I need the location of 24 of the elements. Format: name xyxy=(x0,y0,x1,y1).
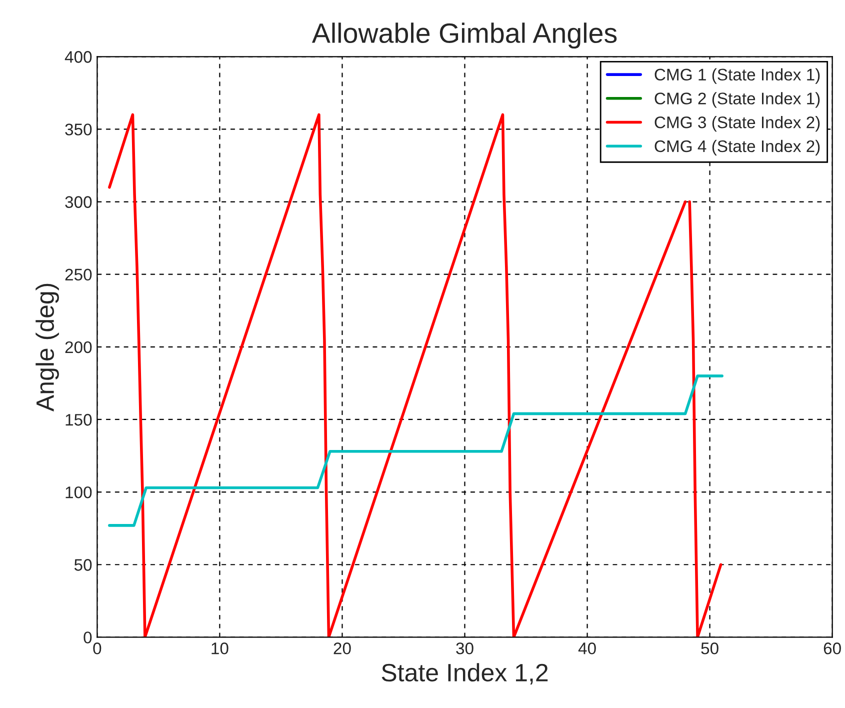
y-tick-label: 200 xyxy=(65,341,92,354)
x-tick-label: 60 xyxy=(824,642,841,654)
x-tick-label: 30 xyxy=(456,642,474,654)
legend-label: CMG 4 (State Index 2) xyxy=(654,140,820,156)
y-tick-label: 0 xyxy=(84,632,92,644)
y-tick-label: 100 xyxy=(66,486,92,498)
y-tick-label: 250 xyxy=(65,268,92,281)
y-axis-title: Angle (deg) xyxy=(36,284,59,412)
y-tick-label: 150 xyxy=(66,414,92,426)
y-tick-label: 350 xyxy=(65,124,92,136)
x-tick-label: 40 xyxy=(578,642,596,654)
chart-title: Allowable Gimbal Angles xyxy=(312,22,617,49)
y-tick-label: 400 xyxy=(64,51,92,63)
legend-label: CMG 2 (State Index 1) xyxy=(654,92,820,108)
y-tick-label: 50 xyxy=(74,559,92,571)
x-axis-title: State Index 1,2 xyxy=(382,663,548,684)
legend-label: CMG 3 (State Index 2) xyxy=(654,116,820,132)
x-tick-label: 50 xyxy=(701,642,718,654)
line-series xyxy=(108,374,724,527)
legend-label: CMG 1 (State Index 1) xyxy=(654,68,820,84)
x-tick-label: 0 xyxy=(93,642,102,654)
x-tick-label: 20 xyxy=(334,642,351,654)
x-tick-label: 10 xyxy=(212,642,228,654)
y-tick-label: 300 xyxy=(65,196,92,208)
